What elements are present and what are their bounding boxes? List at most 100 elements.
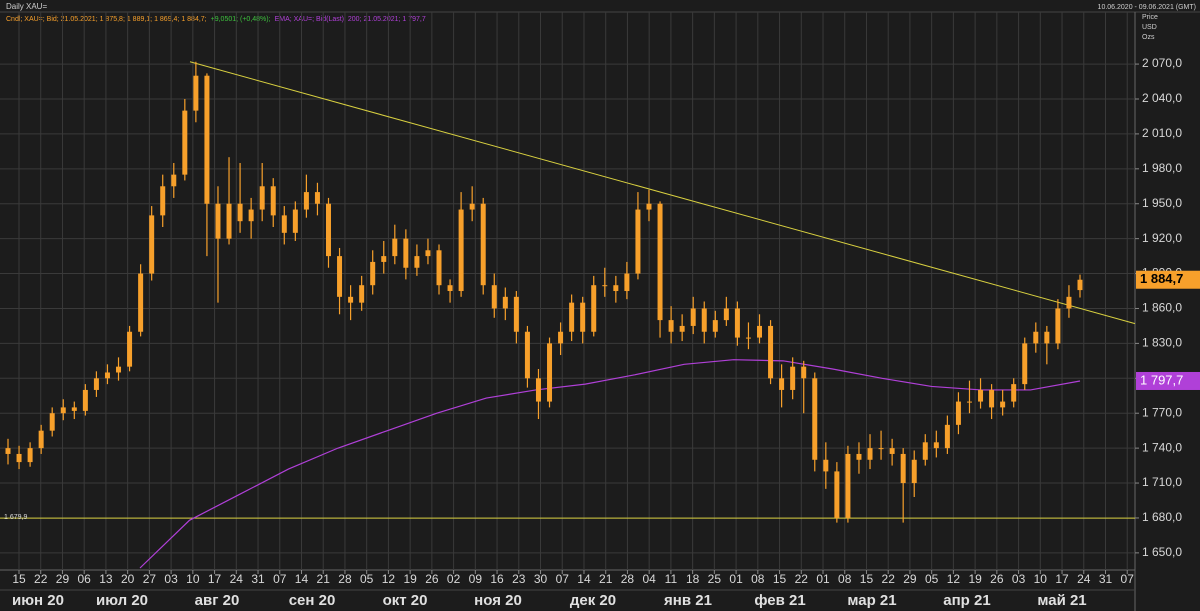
date-range: 10.06.2020 - 09.06.2021 (GMT) bbox=[1098, 4, 1196, 11]
x-tick-label: 15 bbox=[773, 572, 787, 586]
x-tick-label: 02 bbox=[447, 572, 461, 586]
candle-body bbox=[5, 448, 11, 454]
candle-body bbox=[933, 442, 939, 449]
candle-body bbox=[458, 209, 464, 292]
ema-line bbox=[139, 359, 1081, 569]
candle-body bbox=[768, 325, 774, 379]
candle-body bbox=[160, 186, 166, 216]
candle-body bbox=[403, 238, 409, 268]
candle-body bbox=[657, 203, 663, 321]
candle-body bbox=[635, 209, 641, 274]
y-tick-label: 2 070,0 bbox=[1142, 56, 1182, 70]
y-axis-label: Ozs bbox=[1142, 34, 1155, 41]
candle-body bbox=[425, 250, 431, 257]
price-tag bbox=[1136, 270, 1200, 289]
x-tick-label: 10 bbox=[186, 572, 200, 586]
candle-body bbox=[447, 285, 453, 292]
candle-body bbox=[381, 256, 387, 262]
x-tick-label: 28 bbox=[621, 572, 635, 586]
support-label: 1 679,9 bbox=[4, 514, 27, 521]
candle-body bbox=[1011, 384, 1017, 402]
month-label: май 21 bbox=[1037, 592, 1086, 609]
candle-body bbox=[325, 203, 331, 257]
x-tick-label: 18 bbox=[686, 572, 700, 586]
trendline bbox=[189, 61, 1136, 325]
candle-body bbox=[292, 209, 298, 233]
month-label: фев 21 bbox=[754, 592, 805, 609]
x-tick-label: 26 bbox=[425, 572, 439, 586]
candle-body bbox=[193, 75, 199, 111]
candle-body bbox=[922, 442, 928, 460]
candle-body bbox=[27, 448, 33, 463]
x-tick-label: 27 bbox=[143, 572, 157, 586]
legend: Cndl; XAU=; Bid; 21.05.2021; 1 875,8; 1 … bbox=[6, 16, 426, 23]
x-tick-label: 24 bbox=[230, 572, 244, 586]
candle-body bbox=[348, 296, 354, 303]
x-tick-label: 15 bbox=[12, 572, 26, 586]
y-tick-label: 1 980,0 bbox=[1142, 161, 1182, 175]
y-tick-label: 1 830,0 bbox=[1142, 336, 1182, 350]
month-label: ноя 20 bbox=[474, 592, 522, 609]
x-tick-label: 17 bbox=[1055, 572, 1069, 586]
x-tick-label: 01 bbox=[816, 572, 830, 586]
candle-body bbox=[49, 413, 55, 431]
x-tick-label: 31 bbox=[251, 572, 265, 586]
x-tick-label: 29 bbox=[56, 572, 70, 586]
x-tick-label: 31 bbox=[1099, 572, 1113, 586]
candle-body bbox=[82, 389, 88, 411]
x-tick-label: 10 bbox=[1034, 572, 1048, 586]
candle-body bbox=[867, 448, 873, 460]
candle-body bbox=[270, 186, 276, 216]
candle-body bbox=[71, 407, 77, 411]
candle-body bbox=[978, 389, 984, 402]
y-axis-label: Price bbox=[1142, 14, 1158, 21]
candle-body bbox=[370, 261, 376, 286]
x-tick-label: 06 bbox=[78, 572, 92, 586]
legend-part: +9,0501; (+0,48%); bbox=[211, 16, 271, 23]
candle-body bbox=[104, 372, 110, 379]
candle-body bbox=[889, 448, 895, 454]
month-label: апр 21 bbox=[943, 592, 990, 609]
candle-body bbox=[845, 453, 851, 518]
candle-body bbox=[580, 302, 586, 332]
month-label: окт 20 bbox=[383, 592, 428, 609]
candle-body bbox=[911, 459, 917, 484]
x-tick-label: 21 bbox=[317, 572, 331, 586]
x-tick-label: 07 bbox=[273, 572, 287, 586]
candle-body bbox=[480, 203, 486, 286]
candle-body bbox=[1033, 331, 1039, 344]
x-tick-label: 14 bbox=[295, 572, 309, 586]
chart-title: Daily XAU= bbox=[6, 2, 47, 11]
x-tick-label: 30 bbox=[534, 572, 548, 586]
candle-body bbox=[900, 453, 906, 484]
candle-body bbox=[60, 407, 66, 414]
candle-body bbox=[558, 331, 564, 344]
x-tick-label: 16 bbox=[490, 572, 504, 586]
candle-body bbox=[679, 325, 685, 332]
month-label: июл 20 bbox=[96, 592, 148, 609]
candle-body bbox=[182, 110, 188, 175]
candle-body bbox=[591, 285, 597, 332]
candle-body bbox=[812, 378, 818, 460]
candle-body bbox=[171, 174, 177, 187]
candle-body bbox=[712, 320, 718, 332]
candle-body bbox=[624, 273, 630, 292]
month-label: мар 21 bbox=[847, 592, 896, 609]
candle-body bbox=[1000, 401, 1006, 408]
candle-body bbox=[613, 285, 619, 292]
x-tick-label: 05 bbox=[925, 572, 939, 586]
candle-body bbox=[779, 378, 785, 390]
y-axis-label: USD bbox=[1142, 24, 1157, 31]
y-tick-label: 2 040,0 bbox=[1142, 91, 1182, 105]
candle-body bbox=[502, 296, 508, 309]
y-tick-label: 1 650,0 bbox=[1142, 545, 1182, 559]
x-tick-label: 04 bbox=[642, 572, 656, 586]
candle-body bbox=[535, 378, 541, 402]
x-tick-label: 23 bbox=[512, 572, 526, 586]
candle-body bbox=[469, 203, 475, 210]
candle-body bbox=[204, 75, 210, 204]
x-tick-label: 22 bbox=[795, 572, 809, 586]
month-label: сен 20 bbox=[289, 592, 336, 609]
ema-tag-label: 1 797,7 bbox=[1140, 372, 1183, 387]
